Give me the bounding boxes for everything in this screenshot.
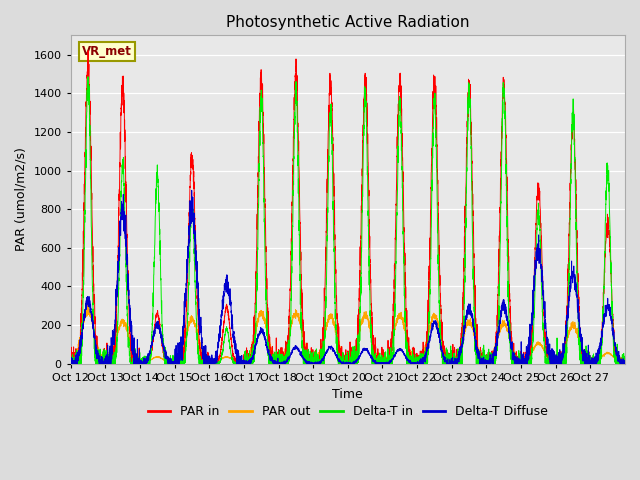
Text: VR_met: VR_met: [82, 45, 132, 58]
Y-axis label: PAR (umol/m2/s): PAR (umol/m2/s): [15, 147, 28, 252]
Title: Photosynthetic Active Radiation: Photosynthetic Active Radiation: [226, 15, 470, 30]
Legend: PAR in, PAR out, Delta-T in, Delta-T Diffuse: PAR in, PAR out, Delta-T in, Delta-T Dif…: [143, 400, 553, 423]
X-axis label: Time: Time: [332, 388, 364, 401]
